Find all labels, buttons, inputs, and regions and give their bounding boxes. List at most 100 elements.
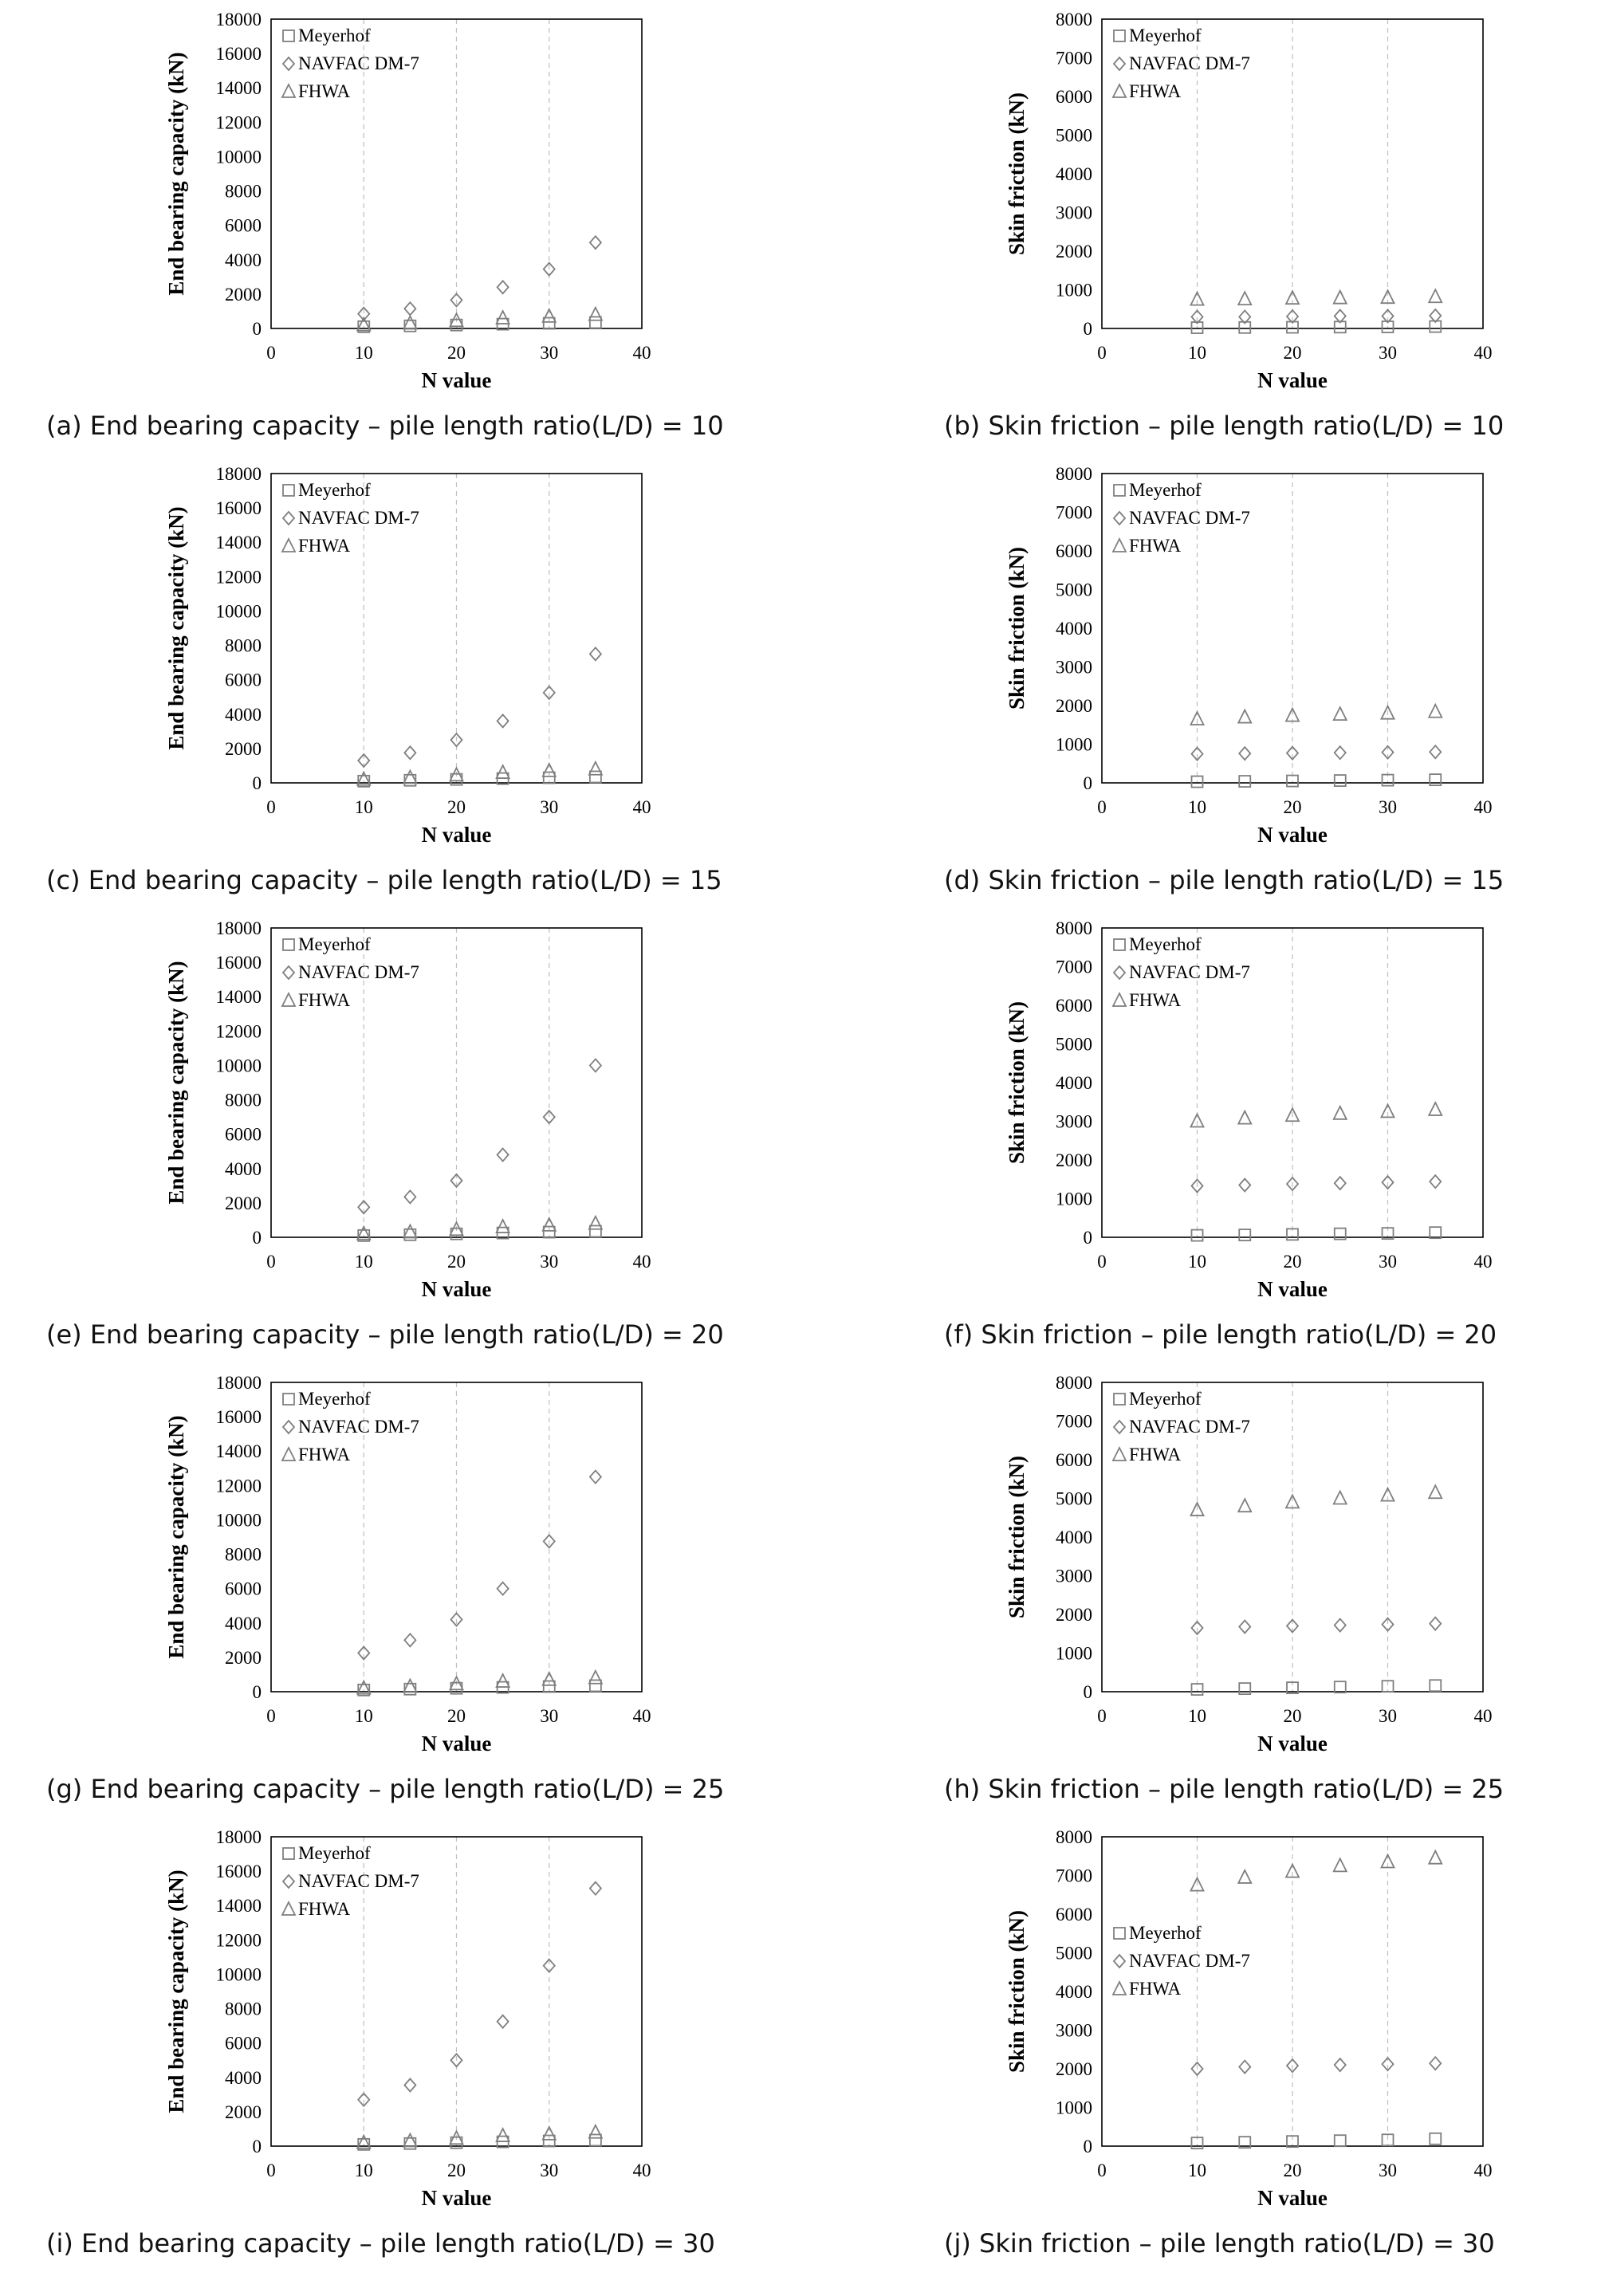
- point-triangle: [1332, 706, 1348, 721]
- x-tick-label: 20: [1284, 1252, 1302, 1272]
- x-tick-label: 20: [447, 343, 466, 363]
- y-tick-label: 18000: [216, 10, 262, 29]
- y-tick-label: 8000: [1056, 464, 1092, 484]
- scatter-plot-e: 0 2000 4000 6000 8000 10000 12000 14000 16000 180…: [164, 918, 651, 1301]
- point-diamond: [496, 2014, 509, 2030]
- point-triangle: [356, 2133, 372, 2149]
- legend-marker-diamond: [281, 510, 296, 526]
- point-square: [403, 773, 417, 787]
- x-tick-label: 40: [1474, 343, 1493, 363]
- point-diamond: [542, 1109, 556, 1125]
- point-diamond: [496, 1147, 509, 1162]
- y-tick-label: 1000: [1056, 735, 1092, 755]
- point-triangle: [1237, 1497, 1253, 1513]
- x-tick-label: 0: [266, 1706, 276, 1726]
- y-tick-label: 6000: [1056, 541, 1092, 561]
- plot-frame: [1101, 927, 1484, 1238]
- chart-panel-j: 0 1000 2000 3000 4000 5000 6000 7000 8000 0 10 20 30…: [925, 1818, 1601, 2272]
- point-diamond: [1381, 2056, 1394, 2072]
- scatter-plot-c: 0 2000 4000 6000 8000 10000 12000 14000 16000 180…: [164, 464, 651, 847]
- y-tick-label: 6000: [1056, 1905, 1092, 1924]
- y-tick-label: 4000: [225, 1159, 262, 1179]
- x-axis-title: N value: [422, 368, 492, 392]
- x-tick-label: 20: [447, 1252, 466, 1272]
- y-tick-label: 4000: [225, 250, 262, 270]
- y-tick-label: 2000: [1056, 1605, 1092, 1625]
- point-triangle: [1427, 288, 1443, 304]
- y-tick-label: 18000: [216, 464, 262, 484]
- y-tick-label: 8000: [225, 1091, 262, 1111]
- point-square: [1333, 2134, 1347, 2148]
- y-tick-label: 10000: [216, 601, 262, 621]
- caption-g: (g) End bearing capacity – pile length r…: [46, 1774, 725, 1804]
- point-triangle: [588, 305, 604, 321]
- point-square: [1190, 321, 1204, 334]
- x-tick-label: 10: [1188, 343, 1206, 363]
- point-triangle: [356, 316, 372, 332]
- point-diamond: [403, 1632, 417, 1648]
- legend-label: Meyerhof: [1129, 934, 1202, 954]
- point-square: [1333, 1681, 1347, 1694]
- y-tick-label: 2000: [225, 1193, 262, 1213]
- point-diamond: [542, 1534, 556, 1549]
- point-square: [357, 1683, 371, 1696]
- y-tick-label: 6000: [225, 216, 262, 236]
- point-square: [1190, 2137, 1204, 2150]
- point-diamond: [1381, 1617, 1394, 1632]
- chart-panel-e: 0 2000 4000 6000 8000 10000 12000 14000 16000 180…: [0, 909, 724, 1363]
- scatter-plot-f: 0 1000 2000 3000 4000 5000 6000 7000 8000 0 10 20 30…: [1005, 918, 1493, 1301]
- point-diamond: [1190, 746, 1204, 761]
- point-triangle: [1332, 1489, 1348, 1505]
- x-axis-title: N value: [1257, 368, 1328, 392]
- x-tick-label: 20: [1284, 2160, 1302, 2180]
- point-diamond: [1429, 2055, 1442, 2071]
- y-tick-label: 4000: [1056, 1982, 1092, 2002]
- plot-frame: [270, 1382, 643, 1693]
- point-square: [1381, 773, 1394, 787]
- legend-label: NAVFAC DM-7: [298, 962, 419, 982]
- x-tick-label: 0: [1097, 797, 1107, 817]
- y-tick-label: 2000: [1056, 242, 1092, 261]
- point-diamond: [1429, 744, 1442, 760]
- point-diamond: [403, 301, 417, 316]
- y-tick-label: 18000: [216, 1373, 262, 1393]
- y-tick-label: 18000: [216, 918, 262, 938]
- point-triangle: [541, 307, 557, 323]
- y-tick-label: 1000: [1056, 2098, 1092, 2118]
- x-tick-label: 30: [1379, 1252, 1397, 1272]
- x-tick-label: 0: [266, 2160, 276, 2180]
- legend-marker-triangle: [281, 1900, 297, 1916]
- y-tick-label: 6000: [1056, 1450, 1092, 1470]
- legend-marker-diamond: [1112, 1953, 1127, 1969]
- y-tick-label: 4000: [225, 2068, 262, 2088]
- point-triangle: [1237, 290, 1253, 306]
- point-diamond: [1190, 2061, 1204, 2077]
- point-triangle: [1284, 1862, 1300, 1878]
- y-tick-label: 10000: [216, 147, 262, 167]
- caption-f: (f) Skin friction – pile length ratio(L/…: [944, 1319, 1497, 1350]
- point-diamond: [1333, 1175, 1347, 1191]
- point-diamond: [1381, 1174, 1394, 1190]
- point-square: [1381, 2133, 1394, 2147]
- y-tick-label: 7000: [1056, 957, 1092, 977]
- point-diamond: [403, 2078, 417, 2093]
- point-diamond: [588, 646, 603, 662]
- y-tick-label: 0: [1084, 773, 1093, 793]
- legend-label: FHWA: [1129, 1445, 1182, 1464]
- legend-label: Meyerhof: [1129, 26, 1202, 45]
- legend-label: FHWA: [298, 990, 351, 1010]
- legend-label: FHWA: [298, 1899, 351, 1919]
- y-tick-label: 0: [1084, 319, 1093, 339]
- point-triangle: [1237, 708, 1253, 724]
- y-tick-label: 4000: [1056, 1527, 1092, 1547]
- plot-frame: [270, 473, 643, 784]
- point-square: [542, 1680, 556, 1693]
- chart-panel-i: 0 2000 4000 6000 8000 10000 12000 14000 16000 180…: [0, 1818, 715, 2272]
- point-diamond: [1333, 309, 1347, 324]
- point-triangle: [1237, 1109, 1253, 1125]
- y-tick-label: 5000: [1056, 580, 1092, 600]
- x-tick-label: 40: [633, 797, 651, 817]
- x-tick-label: 0: [1097, 1706, 1107, 1726]
- y-tick-label: 8000: [225, 1545, 262, 1565]
